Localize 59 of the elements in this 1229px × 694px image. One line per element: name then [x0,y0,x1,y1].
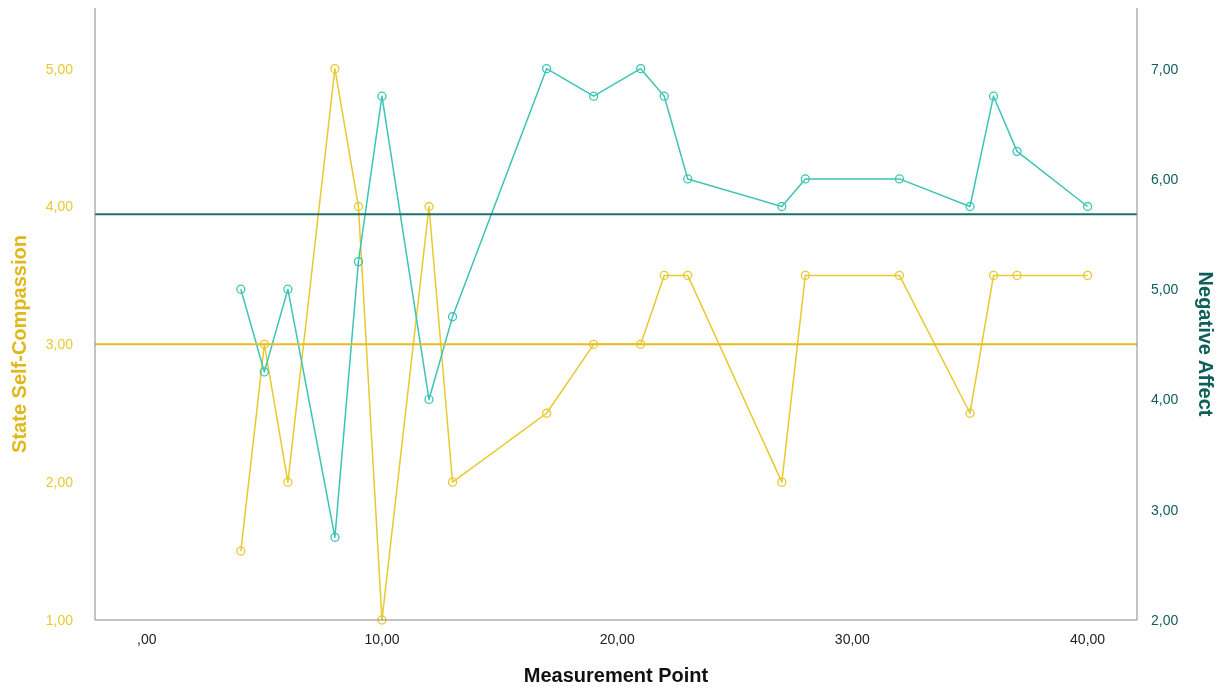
point [377,615,387,625]
point [777,477,787,487]
point [541,64,552,74]
point [589,91,599,101]
point [683,270,693,281]
point [683,174,693,184]
y2-tick-label: 3,00 [1151,501,1179,518]
point [988,91,999,101]
y-tick-label: 2,00 [45,474,74,491]
point [424,201,434,212]
point [259,339,269,349]
point [659,91,669,101]
point [1012,270,1022,281]
point [1082,201,1093,212]
point [259,367,269,377]
point [589,339,599,349]
point [800,174,810,184]
point [988,270,999,281]
y2-tick-label: 2,00 [1151,612,1179,628]
y2-tick-label: 6,00 [1151,170,1179,187]
point [353,201,364,212]
point [377,91,387,101]
point [424,394,434,405]
y-tick-label: 3,00 [45,336,74,353]
y2-axis-title: Negative Affect [1195,271,1217,417]
point [636,339,646,349]
y2-tick-label: 4,00 [1151,391,1179,408]
y-tick-label: 5,00 [45,60,74,77]
x-tick-label: 30,00 [834,631,871,647]
x-axis-title: Measurement Point [523,664,709,686]
point [894,174,905,184]
point [283,477,293,487]
x-tick-label: 40,00 [1070,631,1106,647]
x-tick-label: 20,00 [599,631,635,647]
point [965,408,975,418]
x-tick-label: 10,00 [364,631,400,647]
point [636,64,646,74]
y2-tick-label: 5,00 [1151,281,1179,298]
y-axis-title: State Self-Compassion [8,235,30,453]
y-tick-label: 4,00 [45,198,74,215]
point [236,284,246,294]
point [283,284,293,294]
point [353,256,364,267]
point [800,270,810,281]
y-tick-label: 1,00 [45,612,74,628]
point [659,270,669,281]
x-tick-label: ,00 [137,631,157,647]
point [894,270,905,281]
point [447,312,458,322]
point [330,64,340,74]
point [541,408,552,418]
point [330,532,340,542]
point [236,546,246,556]
y2-tick-label: 7,00 [1151,60,1179,77]
point [777,201,787,212]
point [1082,270,1093,281]
point [1012,146,1022,156]
point [447,477,458,487]
point [965,201,975,212]
